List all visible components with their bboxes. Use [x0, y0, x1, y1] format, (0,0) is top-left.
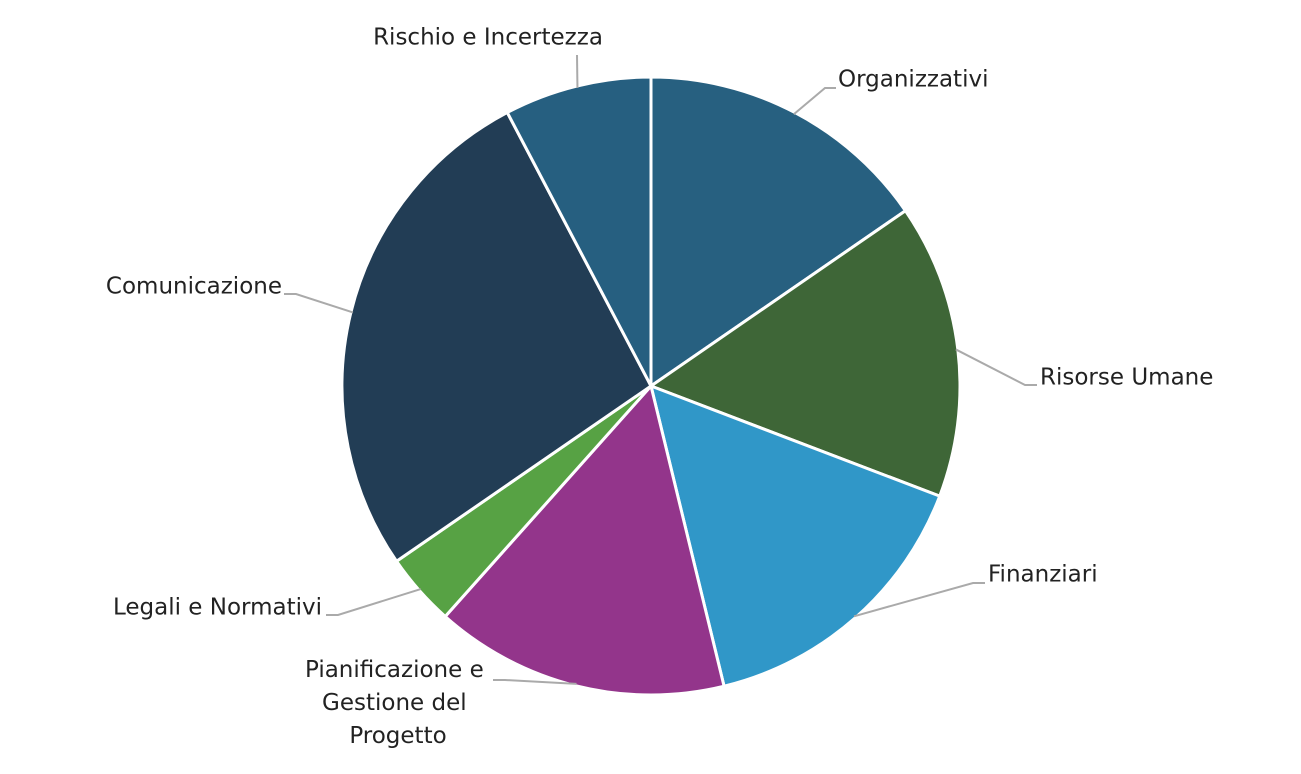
- slice-label: Pianificazione e Gestione del Progetto: [305, 657, 491, 749]
- leader-line: [326, 588, 422, 616]
- leader-line: [853, 582, 985, 618]
- leader-line: [955, 348, 1037, 386]
- slice-label: Risorse Umane: [1040, 365, 1213, 391]
- pie-slice: [443, 382, 726, 697]
- slice-label: Rischio e Incertezza: [373, 25, 603, 51]
- pie-slice: [648, 383, 942, 689]
- leader-line: [793, 87, 836, 115]
- leader-line: [493, 679, 577, 685]
- slice-label: Finanziari: [988, 562, 1098, 588]
- pie-slice: [647, 208, 962, 499]
- slice-label: Comunicazione: [106, 274, 282, 300]
- leader-line: [284, 293, 354, 314]
- slice-label: Organizzativi: [838, 67, 988, 93]
- slice-label: Legali e Normativi: [113, 595, 322, 621]
